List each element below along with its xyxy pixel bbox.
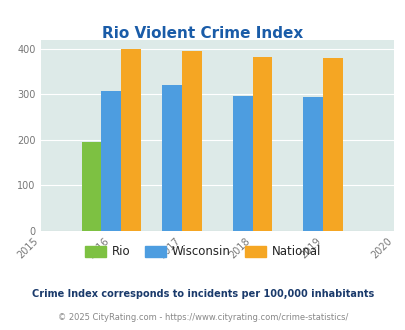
Bar	[303, 97, 322, 231]
Bar	[81, 142, 101, 231]
Text: © 2025 CityRating.com - https://www.cityrating.com/crime-statistics/: © 2025 CityRating.com - https://www.city…	[58, 313, 347, 322]
Bar	[232, 96, 252, 231]
Text: Crime Index corresponds to incidents per 100,000 inhabitants: Crime Index corresponds to incidents per…	[32, 289, 373, 299]
Bar	[181, 51, 201, 231]
Bar	[162, 85, 181, 231]
Bar	[322, 58, 342, 231]
Legend: Rio, Wisconsin, National: Rio, Wisconsin, National	[80, 241, 325, 263]
Bar	[121, 49, 141, 231]
Bar	[252, 57, 272, 231]
Bar	[101, 91, 121, 231]
Text: Rio Violent Crime Index: Rio Violent Crime Index	[102, 26, 303, 41]
